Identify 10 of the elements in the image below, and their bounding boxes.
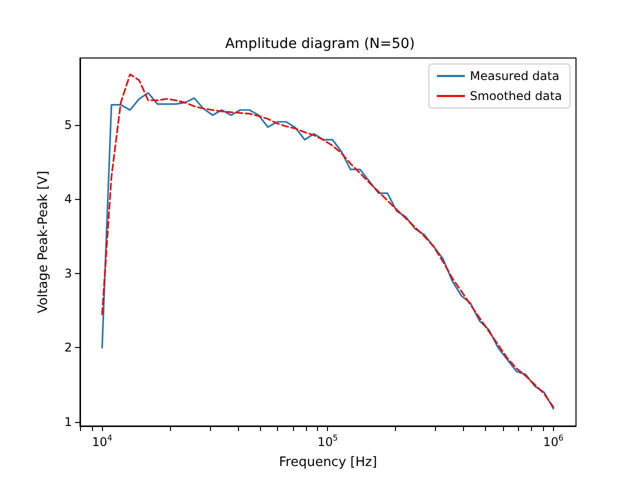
- legend-label: Smoothed data: [470, 89, 562, 103]
- y-axis-title: Voltage Peak-Peak [V]: [36, 170, 51, 314]
- legend-label: Measured data: [470, 69, 560, 83]
- y-tick-label: 1: [64, 414, 72, 429]
- y-tick-label: 3: [64, 266, 72, 280]
- y-tick-label: 4: [64, 192, 72, 206]
- y-tick-label: 5: [64, 118, 72, 132]
- x-axis-title: Frequency [Hz]: [278, 455, 378, 470]
- y-tick-label: 2: [64, 340, 72, 355]
- chart-title: Amplitude diagram (N=50): [225, 36, 415, 52]
